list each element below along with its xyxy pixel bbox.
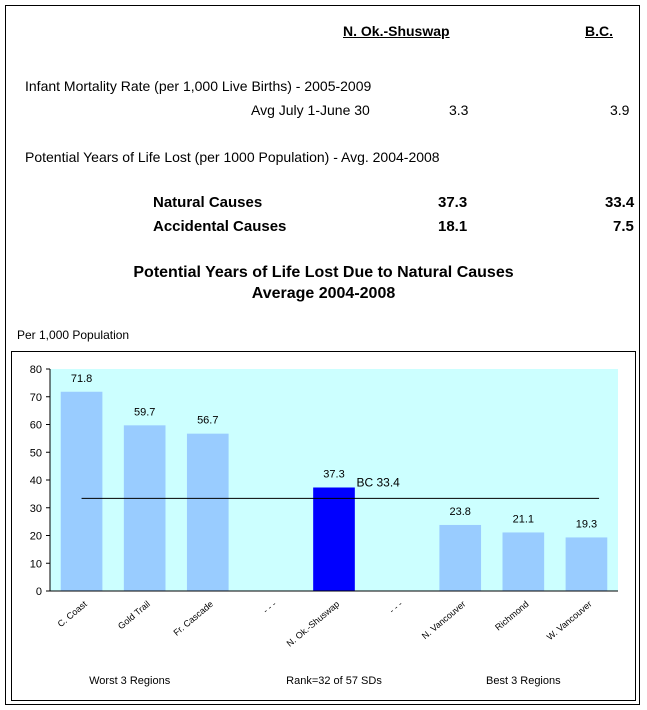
x-tick-label: C. Coast [56,599,90,629]
reference-line-label: BC 33.4 [356,475,400,489]
group-label: Best 3 Regions [486,675,561,687]
data-label: 19.3 [576,518,597,530]
accidental-causes-bc: 7.5 [613,218,634,235]
x-tick-label: W. Vancouver [545,599,594,642]
x-tick-label: N. Ok.-Shuswap [285,599,342,649]
natural-causes-bc: 33.4 [605,194,635,211]
infant-value-bc: 3.9 [610,102,630,118]
data-label: 37.3 [323,468,344,480]
bar-chart: 0 10 20 30 40 50 60 70 80 71.8 C. Coast 59.7 Gold Tr… [30,364,618,687]
report-frame: N. Ok.-Shuswap B.C. Infant Mortality Rat… [5,5,640,705]
bar [313,487,355,591]
chart-box: 0 10 20 30 40 50 60 70 80 71.8 C. Coast 59.7 Gold Tr… [11,351,636,701]
x-tick-label: Fr. Cascade [171,599,215,638]
x-tick-label: - - - [387,599,404,616]
bar [439,524,482,591]
y-axis-label: Per 1,000 Population [17,328,130,342]
bar [565,537,608,591]
infant-row-label: Avg July 1-June 30 [251,102,370,118]
y-tick-label: 20 [30,531,42,543]
natural-causes-label: Natural Causes [153,194,263,211]
y-tick-label: 80 [30,364,42,376]
y-tick-label: 30 [30,503,42,515]
bar [60,391,103,591]
x-tick-label: Gold Trail [116,599,152,631]
y-tick-label: 70 [30,392,42,404]
group-label: Worst 3 Regions [89,675,171,687]
infant-mortality-title: Infant Mortality Rate (per 1,000 Live Bi… [25,78,372,94]
y-tick-label: 50 [30,447,42,459]
y-tick-label: 0 [36,586,42,598]
group-label: Rank=32 of 57 SDs [286,675,382,687]
col-header-bc: B.C. [585,23,613,39]
natural-causes-region: 37.3 [438,194,468,211]
data-label: 56.7 [197,415,218,427]
data-label: 21.1 [513,513,534,525]
accidental-causes-label: Accidental Causes [153,218,287,235]
pyll-title: Potential Years of Life Lost (per 1000 P… [25,149,440,165]
y-tick-label: 10 [30,558,42,570]
bar [123,425,166,591]
col-header-region: N. Ok.-Shuswap [343,23,450,39]
chart-title-line2: Average 2004-2008 [251,285,396,302]
infant-value-region: 3.3 [449,102,469,118]
accidental-causes-region: 18.1 [438,218,468,235]
y-tick-label: 40 [30,475,42,487]
x-tick-label: N. Vancouver [420,599,468,641]
bar [186,433,229,591]
data-label: 71.8 [71,373,92,385]
chart-title-line1: Potential Years of Life Lost Due to Natu… [133,264,514,281]
data-label: 23.8 [450,506,471,518]
data-label: 59.7 [134,406,155,418]
x-tick-label: - - - [261,599,278,616]
y-tick-label: 60 [30,420,42,432]
x-tick-label: Richmond [493,599,530,633]
bar [502,532,545,591]
